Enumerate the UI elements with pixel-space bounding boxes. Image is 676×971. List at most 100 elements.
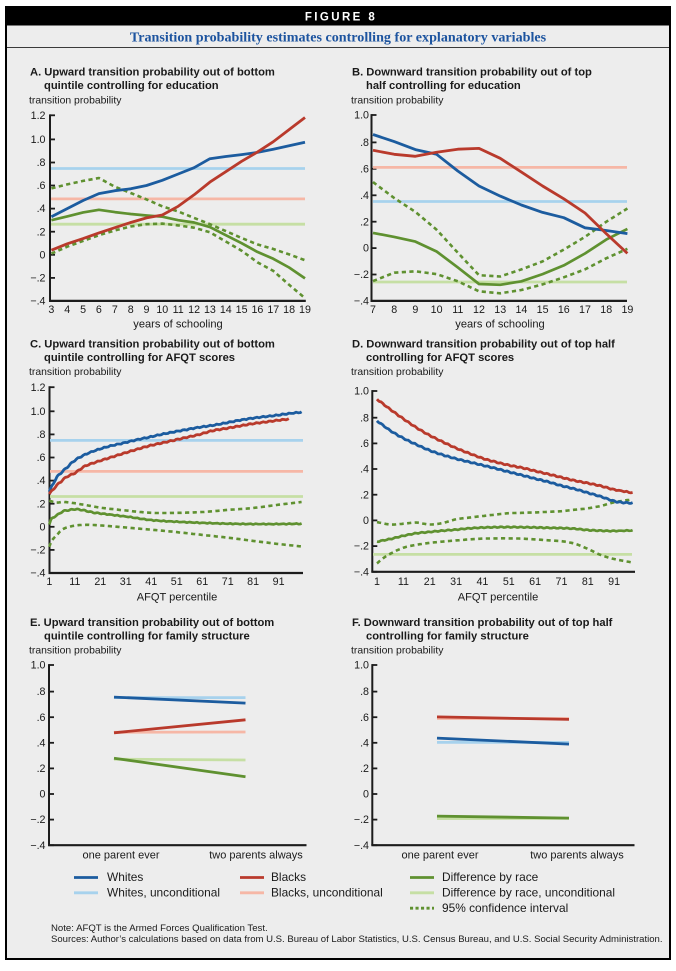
svg-text:31: 31 — [450, 576, 462, 588]
svg-text:.8: .8 — [37, 429, 46, 441]
svg-text:17: 17 — [267, 304, 279, 316]
svg-text:7: 7 — [370, 304, 376, 316]
svg-text:transition probability: transition probability — [351, 367, 444, 378]
svg-text:AFQT percentile: AFQT percentile — [137, 592, 218, 604]
svg-text:18: 18 — [283, 304, 295, 316]
svg-text:transition probability: transition probability — [29, 646, 122, 657]
svg-text:quintile controlling for educa: quintile controlling for education — [44, 80, 219, 92]
svg-text:12: 12 — [473, 304, 485, 316]
svg-text:transition probability: transition probability — [29, 96, 122, 107]
svg-text:Sources: Author’s calculations: Sources: Author’s calculations based on … — [51, 934, 663, 945]
svg-text:61: 61 — [196, 576, 208, 588]
svg-text:.8: .8 — [37, 686, 46, 698]
svg-text:.6: .6 — [37, 180, 46, 192]
svg-text:81: 81 — [582, 576, 594, 588]
svg-text:3: 3 — [48, 304, 54, 316]
svg-text:95% confidence interval: 95% confidence interval — [442, 901, 568, 915]
svg-text:18: 18 — [600, 304, 612, 316]
svg-text:1.0: 1.0 — [31, 660, 46, 672]
svg-text:.6: .6 — [360, 438, 369, 450]
svg-text:7: 7 — [112, 304, 118, 316]
svg-text:9: 9 — [412, 304, 418, 316]
svg-text:−.4: −.4 — [354, 840, 369, 852]
svg-text:14: 14 — [515, 304, 527, 316]
svg-text:13: 13 — [494, 304, 506, 316]
svg-text:.6: .6 — [360, 163, 369, 175]
svg-text:AFQT percentile: AFQT percentile — [458, 592, 539, 604]
svg-text:1.0: 1.0 — [354, 660, 369, 672]
svg-text:quintile controlling for famil: quintile controlling for family structur… — [44, 631, 250, 643]
svg-text:.8: .8 — [360, 137, 369, 149]
svg-text:1: 1 — [374, 576, 380, 588]
svg-text:10: 10 — [156, 304, 168, 316]
svg-text:41: 41 — [145, 576, 157, 588]
svg-text:Difference by race, unconditio: Difference by race, unconditional — [442, 885, 615, 899]
svg-text:one parent ever: one parent ever — [82, 850, 159, 862]
svg-text:Note: AFQT is the Armed Forces: Note: AFQT is the Armed Forces Qualifica… — [51, 923, 268, 934]
svg-text:15: 15 — [537, 304, 549, 316]
svg-text:two parents always: two parents always — [209, 850, 303, 862]
svg-text:91: 91 — [273, 576, 285, 588]
svg-text:−.4: −.4 — [30, 568, 45, 580]
svg-text:1.0: 1.0 — [31, 406, 46, 418]
svg-text:1.0: 1.0 — [31, 134, 46, 146]
svg-text:61: 61 — [529, 576, 541, 588]
svg-text:E. Upward transition probabili: E. Upward transition probability out of … — [30, 617, 274, 629]
svg-text:31: 31 — [120, 576, 132, 588]
svg-text:10: 10 — [431, 304, 443, 316]
svg-text:0: 0 — [40, 249, 46, 261]
svg-text:Whites: Whites — [107, 870, 143, 884]
svg-text:A. Upward transition probabili: A. Upward transition probability out of … — [30, 66, 275, 78]
svg-text:19: 19 — [621, 304, 633, 316]
svg-text:1.2: 1.2 — [31, 382, 46, 394]
svg-text:14: 14 — [220, 304, 232, 316]
svg-text:−.4: −.4 — [30, 296, 45, 308]
svg-text:16: 16 — [558, 304, 570, 316]
svg-text:.6: .6 — [37, 452, 46, 464]
svg-text:1.0: 1.0 — [354, 110, 369, 122]
svg-text:15: 15 — [236, 304, 248, 316]
svg-text:−.2: −.2 — [30, 814, 45, 826]
svg-text:F. Downward transition probabi: F. Downward transition probability out o… — [352, 617, 613, 629]
svg-text:16: 16 — [251, 304, 263, 316]
svg-text:.4: .4 — [360, 737, 369, 749]
svg-text:51: 51 — [171, 576, 183, 588]
svg-text:.4: .4 — [37, 475, 46, 487]
svg-text:41: 41 — [476, 576, 488, 588]
svg-text:1.0: 1.0 — [354, 386, 369, 398]
svg-text:8: 8 — [128, 304, 134, 316]
svg-text:controlling for family structu: controlling for family structure — [366, 631, 529, 643]
svg-text:Blacks: Blacks — [271, 870, 306, 884]
svg-text:.2: .2 — [37, 763, 46, 775]
svg-text:transition probability: transition probability — [351, 646, 444, 657]
svg-text:.4: .4 — [360, 464, 369, 476]
svg-text:.6: .6 — [360, 712, 369, 724]
svg-text:0: 0 — [363, 243, 369, 255]
svg-text:1: 1 — [46, 576, 52, 588]
svg-text:21: 21 — [94, 576, 106, 588]
svg-text:4: 4 — [64, 304, 70, 316]
svg-text:.8: .8 — [360, 412, 369, 424]
svg-text:Whites, unconditional: Whites, unconditional — [107, 885, 220, 899]
svg-text:71: 71 — [556, 576, 568, 588]
svg-text:.8: .8 — [37, 157, 46, 169]
svg-text:transition probability: transition probability — [29, 367, 122, 378]
svg-text:.8: .8 — [360, 686, 369, 698]
svg-text:−.4: −.4 — [354, 296, 369, 308]
svg-text:.4: .4 — [360, 190, 369, 202]
svg-text:years of schooling: years of schooling — [455, 319, 544, 331]
svg-text:51: 51 — [503, 576, 515, 588]
svg-text:−.2: −.2 — [354, 269, 369, 281]
svg-text:0: 0 — [363, 515, 369, 527]
svg-text:−.2: −.2 — [30, 545, 45, 557]
svg-text:Blacks, unconditional: Blacks, unconditional — [271, 885, 383, 899]
svg-text:half controlling for education: half controlling for education — [366, 80, 521, 92]
svg-text:−.2: −.2 — [354, 814, 369, 826]
svg-text:5: 5 — [80, 304, 86, 316]
svg-text:B. Downward transition probabi: B. Downward transition probability out o… — [352, 66, 592, 78]
svg-text:transition probability: transition probability — [351, 96, 444, 107]
svg-text:71: 71 — [222, 576, 234, 588]
svg-text:.2: .2 — [37, 226, 46, 238]
svg-text:D. Downward transition probabi: D. Downward transition probability out o… — [352, 339, 615, 351]
svg-text:years of schooling: years of schooling — [133, 319, 222, 331]
